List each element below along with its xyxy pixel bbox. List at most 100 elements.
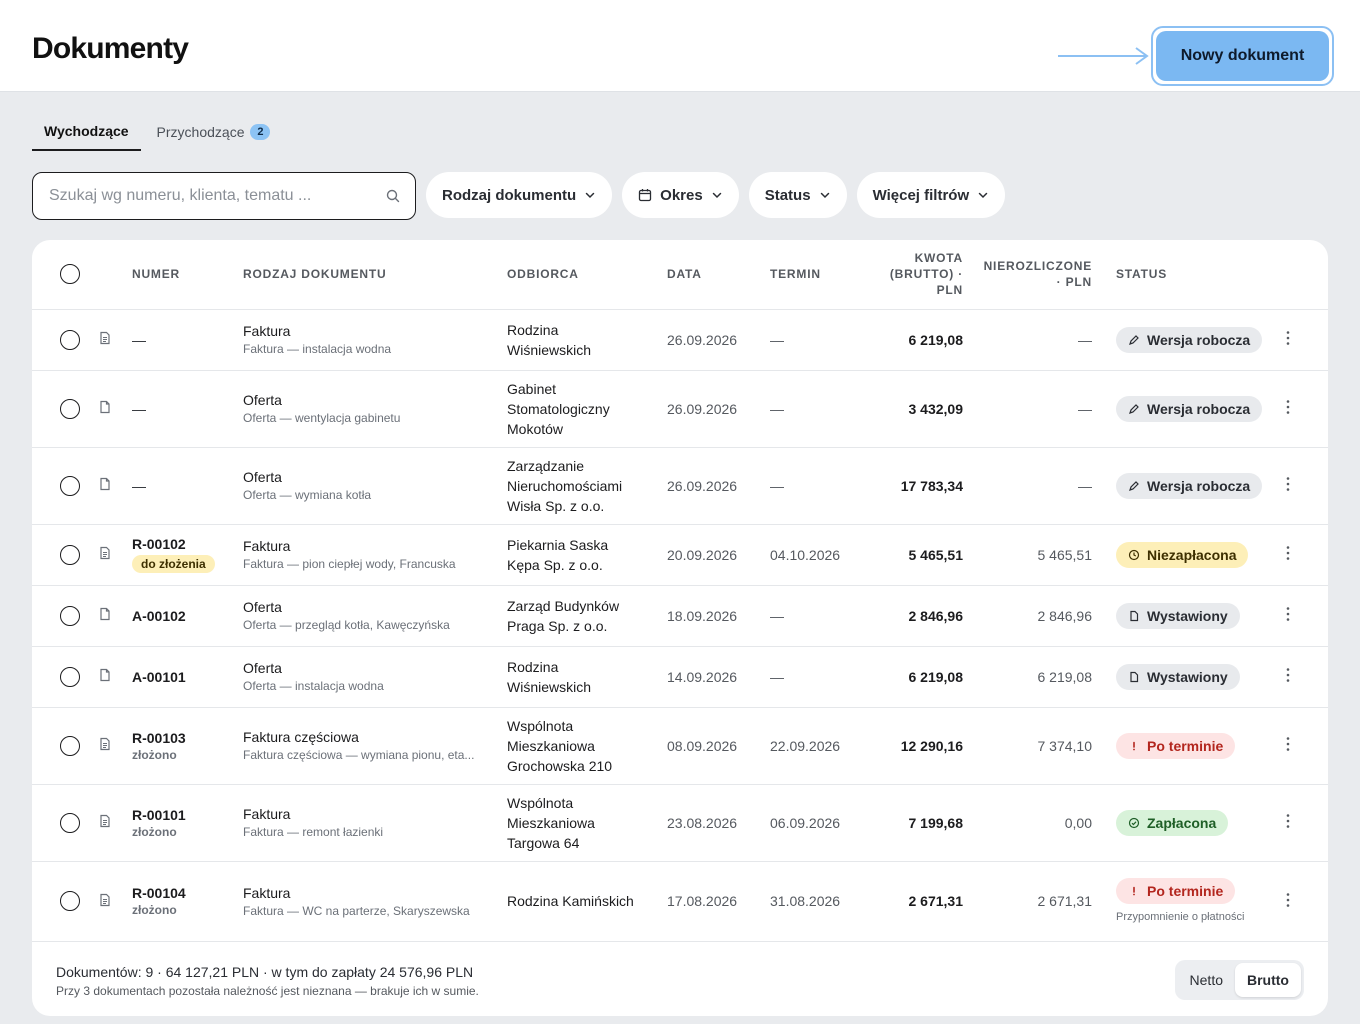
col-due[interactable]: TERMIN — [770, 240, 873, 310]
select-all-checkbox[interactable] — [60, 264, 80, 285]
more-vertical-icon[interactable] — [1278, 328, 1298, 348]
unsettled-cell: — — [963, 447, 1092, 525]
row-checkbox[interactable] — [60, 666, 80, 687]
period-filter-label: Okres — [660, 186, 703, 204]
col-date[interactable]: DATA — [667, 240, 770, 310]
recipient-line: Rodzina — [507, 658, 559, 675]
document-type: Oferta — [243, 660, 282, 676]
netto-toggle-option[interactable]: Netto — [1178, 963, 1235, 997]
due-date-cell: — — [770, 646, 873, 708]
search-input[interactable] — [49, 187, 385, 205]
pencil-icon — [1128, 480, 1140, 492]
tab-incoming[interactable]: Przychodzące 2 — [145, 112, 283, 151]
unsettled-cell: 6 219,08 — [963, 646, 1092, 708]
col-status[interactable]: STATUS — [1116, 240, 1278, 310]
row-checkbox[interactable] — [60, 329, 80, 350]
row-checkbox[interactable] — [60, 475, 80, 496]
document-subject: Oferta — wentylacja gabinetu — [243, 411, 401, 425]
table-row[interactable]: A-00102 Oferta Oferta — przegląd kotła, Ka… — [32, 585, 1328, 647]
row-checkbox[interactable] — [60, 891, 80, 911]
document-type-filter[interactable]: Rodzaj dokumentu — [426, 172, 613, 218]
table-row[interactable]: R-00103 złożono Faktura częściowa Faktura c… — [32, 707, 1328, 785]
table-row[interactable]: — Oferta Oferta — wentylacja gabinetu Gabin… — [32, 370, 1328, 448]
table-row[interactable]: — Faktura Faktura — instalacja wodna Rodzin… — [32, 309, 1328, 371]
brutto-toggle-option[interactable]: Brutto — [1235, 963, 1301, 997]
document-number[interactable]: A-00101 — [132, 668, 186, 685]
row-checkbox[interactable] — [60, 398, 80, 419]
status-cell: Wersja robocza — [1116, 309, 1278, 371]
pencil-icon — [1128, 403, 1140, 415]
status-label: Niezapłacona — [1147, 546, 1237, 563]
status-label: Wersja robocza — [1147, 331, 1251, 348]
table-row[interactable]: — Oferta Oferta — wymiana kotła Zarządzanie… — [32, 447, 1328, 525]
status-label: Po terminie — [1147, 882, 1224, 899]
more-vertical-icon[interactable] — [1278, 474, 1298, 494]
col-unsettled[interactable]: NIEROZLICZONE · PLN — [963, 240, 1092, 310]
chevron-down-icon — [819, 189, 831, 201]
period-filter[interactable]: Okres — [622, 172, 739, 218]
more-filters-button[interactable]: Więcej filtrów — [856, 172, 1006, 218]
recipient-line: Praga Sp. z o.o. — [507, 617, 608, 634]
date-cell: 26.09.2026 — [667, 370, 770, 448]
more-vertical-icon[interactable] — [1278, 734, 1298, 754]
document-number[interactable]: A-00102 — [132, 607, 186, 624]
recipient-cell: Zarząd Budynków Praga Sp. z o.o. — [507, 585, 667, 647]
tab-outgoing[interactable]: Wychodzące — [32, 112, 141, 151]
col-recipient[interactable]: ODBIORCA — [507, 240, 667, 310]
row-checkbox[interactable] — [60, 735, 80, 756]
document-number[interactable]: R-00104 — [132, 885, 186, 901]
status-cell: Niezapłacona — [1116, 524, 1278, 586]
recipient-cell: Wspólnota Mieszkaniowa Targowa 64 — [507, 784, 667, 862]
document-subject: Oferta — przegląd kotła, Kawęczyńska — [243, 618, 450, 632]
document-number[interactable]: R-00103 — [132, 729, 186, 746]
status-badge: Wystawiony — [1116, 663, 1240, 690]
document-number[interactable]: R-00101 — [132, 806, 186, 823]
filing-status: złożono — [132, 824, 177, 839]
more-vertical-icon[interactable] — [1278, 604, 1298, 624]
doc-icon-cell — [98, 524, 132, 586]
more-vertical-icon[interactable] — [1278, 397, 1298, 417]
date-cell: 23.08.2026 — [667, 784, 770, 862]
col-amount[interactable]: KWOTA (BRUTTO) · PLN — [873, 240, 963, 310]
row-checkbox[interactable] — [60, 605, 80, 626]
more-vertical-icon[interactable] — [1278, 811, 1298, 831]
row-checkbox[interactable] — [60, 544, 80, 565]
col-number[interactable]: NUMER — [132, 240, 243, 310]
document-type: Faktura — [243, 538, 291, 554]
table-row[interactable]: R-00101 złożono Faktura Faktura — remont ła… — [32, 784, 1328, 862]
date-cell: 08.09.2026 — [667, 707, 770, 785]
recipient-cell: Rodzina Kamińskich — [507, 861, 667, 942]
table-row[interactable]: A-00101 Oferta Oferta — instalacja wodna Ro… — [32, 646, 1328, 708]
invoice-icon — [98, 737, 112, 751]
more-vertical-icon[interactable] — [1278, 890, 1298, 910]
more-vertical-icon[interactable] — [1278, 543, 1298, 563]
table-row[interactable]: R-00102 do złożenia Faktura Faktura — pion … — [32, 524, 1328, 586]
recipient-line: Wiśniewskich — [507, 678, 592, 695]
number-cell: — — [132, 370, 243, 448]
col-type[interactable]: RODZAJ DOKUMENTU — [243, 240, 507, 310]
more-vertical-icon[interactable] — [1278, 665, 1298, 685]
chevron-down-icon — [584, 189, 596, 201]
row-checkbox[interactable] — [60, 812, 80, 833]
new-document-button[interactable]: Nowy dokument — [1156, 31, 1329, 81]
status-cell: Wersja robocza — [1116, 447, 1278, 525]
amount-cell: 12 290,16 — [873, 707, 963, 785]
recipient-line: Mokotów — [507, 420, 564, 437]
status-cell: Po terminie — [1116, 707, 1278, 785]
status-filter[interactable]: Status — [748, 172, 847, 218]
type-cell: Oferta Oferta — wymiana kotła — [243, 447, 507, 525]
recipient-line: Gabinet — [507, 380, 557, 397]
number-cell: — — [132, 447, 243, 525]
document-number[interactable]: R-00102 — [132, 536, 186, 552]
doc-icon-cell — [98, 784, 132, 862]
search-icon[interactable] — [385, 188, 401, 204]
col-amount-l3: PLN — [936, 283, 963, 298]
spacer-cell — [1092, 707, 1116, 785]
date-cell: 26.09.2026 — [667, 447, 770, 525]
row-select-cell — [32, 784, 98, 862]
table-footer: Dokumentów: 9 · 64 127,21 PLN · w tym do… — [56, 942, 1328, 1016]
recipient-line: Wiśniewskich — [507, 341, 592, 358]
due-date-cell: 22.09.2026 — [770, 707, 873, 785]
document-icon — [1128, 610, 1140, 622]
table-row[interactable]: R-00104 złożono Faktura Faktura — WC na par… — [32, 861, 1328, 942]
